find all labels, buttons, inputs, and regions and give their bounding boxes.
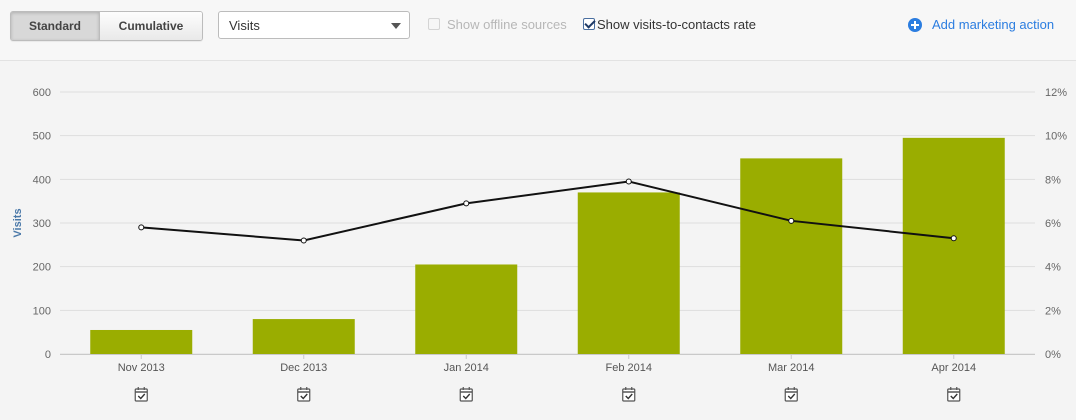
y2-tick-label: 2% [1045,305,1061,317]
rate-point[interactable] [625,178,632,185]
plus-circle-icon [908,17,922,32]
calendar-checkmark [950,393,958,400]
offline-sources-label: Show offline sources [447,17,567,32]
calendar-checkmark [625,393,633,400]
rate-checkbox[interactable] [583,18,595,30]
x-tick-label: Jan 2014 [444,362,489,374]
calendar-check-icon[interactable] [947,388,961,402]
calendar-check-icon[interactable] [622,388,636,402]
x-tick-label: Feb 2014 [606,362,652,374]
calendar-check-icon[interactable] [134,388,148,402]
rate-label: Show visits-to-contacts rate [597,17,756,32]
y2-tick-label: 6% [1045,218,1061,230]
metric-select[interactable]: Visits [218,11,410,39]
bar-apr-2014[interactable] [902,137,1005,354]
standard-button[interactable]: Standard [11,12,100,40]
calendar-checkmark [787,393,796,400]
bar-mar-2014[interactable] [740,158,843,354]
calendar-check-icon[interactable] [459,388,473,402]
y-axis-label: Visits [12,208,24,237]
y2-tick-label: 0% [1045,349,1061,361]
y-tick-label: 600 [33,87,51,99]
calendar-check-icon[interactable] [784,388,798,402]
y2-tick-label: 4% [1045,262,1061,274]
rate-line [141,180,954,242]
rate-point[interactable] [788,217,795,224]
x-tick-label: Dec 2013 [280,362,327,374]
y-tick-label: 200 [33,262,51,274]
x-tick-label: Apr 2014 [931,362,976,374]
y2-tick-label: 10% [1045,131,1067,143]
bar-jan-2014[interactable] [415,264,518,354]
cumulative-button[interactable]: Cumulative [100,12,202,40]
y-tick-label: 400 [33,174,51,186]
rate-point[interactable] [300,237,307,244]
calendar-check-icon[interactable] [297,388,311,402]
rate-point[interactable] [138,224,145,231]
visits-chart: 0 100 200 300 400 500 600 0% 2% 4% 6% 8% 10% 12% Visit… [12,87,1067,402]
calendar-checkmark [462,393,471,400]
x-tick-label: Mar 2014 [768,362,814,374]
y2-tick-label: 8% [1045,174,1061,186]
y-tick-label: 300 [33,218,51,230]
calendar-checkmark [137,393,146,400]
y2-tick-label: 12% [1045,87,1067,99]
y-tick-label: 500 [33,131,51,143]
y-tick-label: 0 [45,349,51,361]
y-tick-label: 100 [33,305,51,317]
bar-dec-2013[interactable] [252,319,355,354]
view-mode-toggle: Standard Cumulative [10,11,203,41]
offline-sources-checkbox[interactable] [428,18,440,30]
calendar-checkmark [300,393,308,400]
bar-nov-2013[interactable] [90,329,193,354]
chart-toolbar: Standard Cumulative Visits Show offline … [0,0,1076,61]
rate-point[interactable] [950,235,957,242]
bar-feb-2014[interactable] [577,192,680,354]
rate-point[interactable] [463,200,470,207]
add-marketing-action-link[interactable]: Add marketing action [908,17,1054,32]
x-tick-label: Nov 2013 [118,362,165,374]
chevron-down-icon [391,23,401,29]
add-marketing-action-label: Add marketing action [932,17,1055,32]
metric-select-value: Visits [229,18,260,33]
